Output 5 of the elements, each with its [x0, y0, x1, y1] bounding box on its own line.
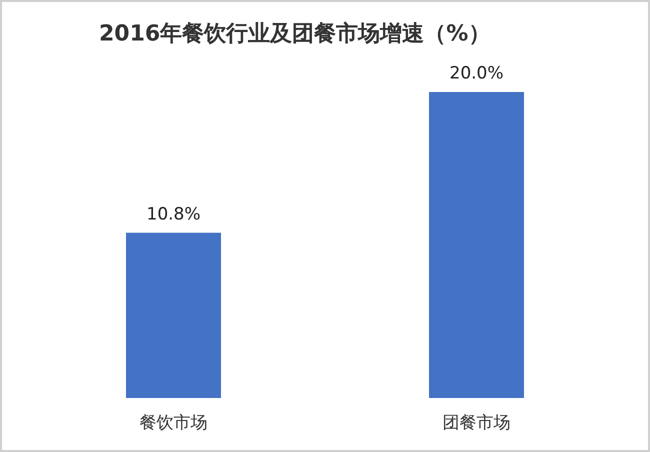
- chart-title: 2016年餐饮行业及团餐市场增速（%）: [99, 20, 490, 46]
- data-label: 10.8%: [146, 204, 201, 224]
- x-tick-label: 团餐市场: [442, 413, 510, 432]
- x-tick-label: 餐饮市场: [140, 413, 208, 432]
- data-label: 20.0%: [449, 64, 504, 84]
